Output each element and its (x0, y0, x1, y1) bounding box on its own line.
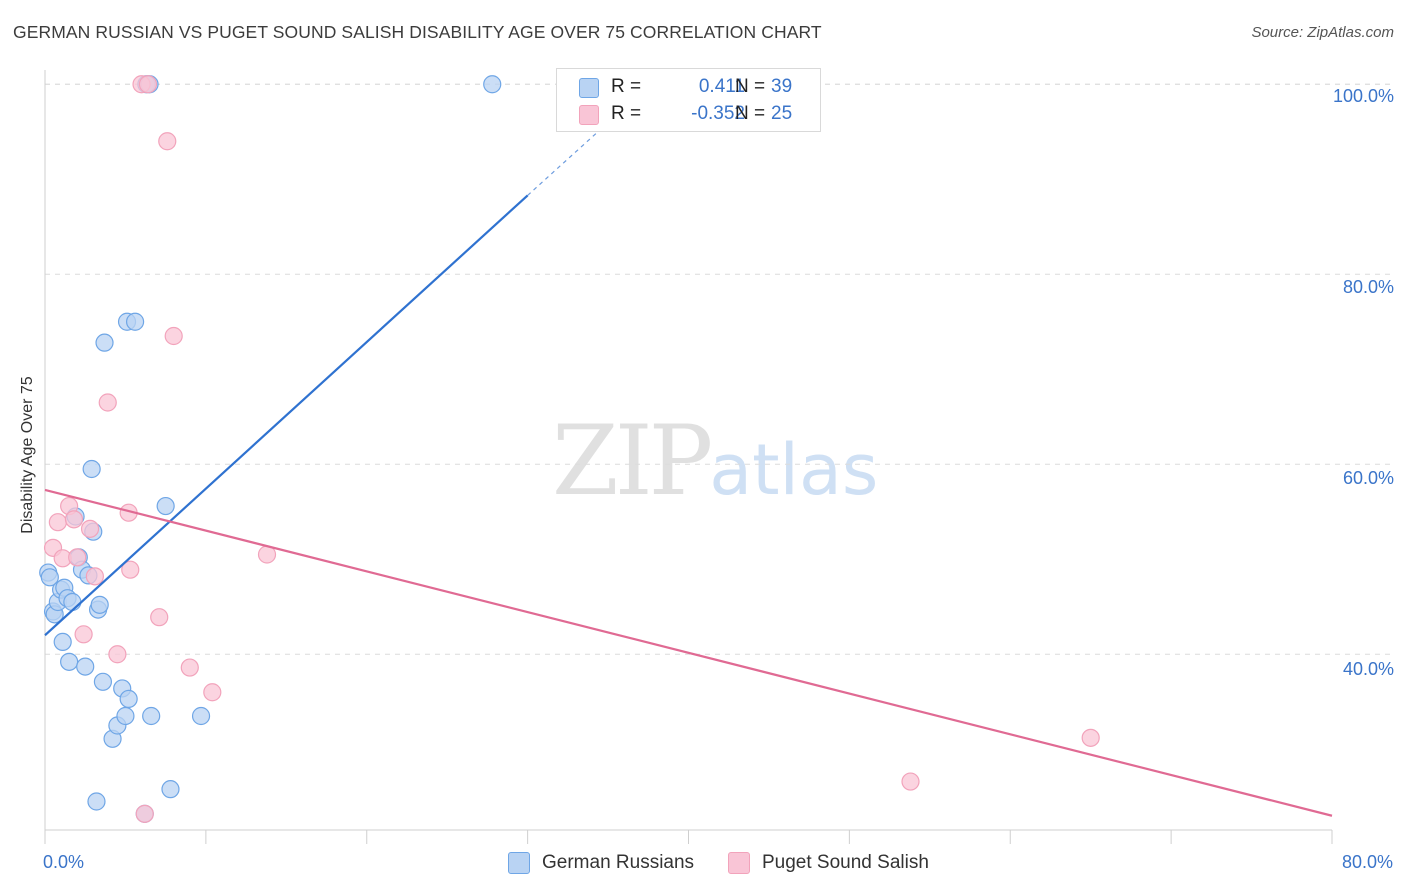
legend-label: Puget Sound Salish (762, 852, 929, 873)
legend-swatch-blue (508, 852, 530, 874)
watermark: ZIPatlas (552, 405, 878, 517)
point-puget-sound-salish (108, 645, 127, 664)
point-german-russians (93, 672, 113, 691)
point-puget-sound-salish (64, 510, 84, 529)
trendline-german-russians (44, 194, 529, 637)
point-german-russians (125, 312, 145, 331)
legend-r-value: 0.411 (698, 76, 745, 97)
legend-item-puget-sound-salish[interactable]: Puget Sound Salish (728, 852, 929, 874)
y-tick-label: 100.0% (1332, 86, 1394, 106)
legend-n-value: 39 (771, 76, 793, 97)
watermark-zip: ZIP (552, 405, 713, 517)
point-puget-sound-salish (85, 567, 104, 586)
legend-n-value: 25 (771, 103, 793, 124)
legend-item-german-russians[interactable]: German Russians (508, 852, 694, 874)
point-puget-sound-salish (158, 132, 177, 151)
legend-n-label: N = (735, 76, 766, 97)
point-german-russians (116, 706, 135, 726)
source-credit: Source: ZipAtlas.com (1251, 24, 1394, 41)
point-german-russians (82, 459, 101, 479)
point-german-russians (95, 333, 114, 352)
correlation-legend: R = 0.411 N = 39 R = -0.352 N = 25 (556, 68, 821, 132)
point-puget-sound-salish (48, 513, 67, 532)
point-puget-sound-salish (1081, 728, 1100, 747)
y-tick-label: 40.0% (1342, 659, 1394, 679)
point-german-russians (40, 568, 59, 587)
point-german-russians (483, 75, 502, 94)
watermark-atlas: atlas (709, 429, 879, 511)
legend-r-value: -0.352 (691, 103, 745, 124)
legend-label: German Russians (542, 852, 695, 873)
point-german-russians (87, 792, 106, 811)
trendline-puget-sound-salish (44, 488, 1333, 817)
point-german-russians (60, 652, 79, 671)
legend-swatch-blue (579, 78, 599, 98)
legend-swatch-pink (579, 105, 599, 125)
point-german-russians (53, 632, 72, 652)
legend-r-label: R = (611, 103, 642, 124)
point-puget-sound-salish (138, 75, 158, 94)
legend-r-label: R = (611, 76, 642, 97)
point-puget-sound-salish (68, 548, 87, 567)
point-puget-sound-salish (74, 625, 93, 644)
x-tick-label-start: 0.0% (43, 852, 85, 872)
chart-title: GERMAN RUSSIAN VS PUGET SOUND SALISH DIS… (13, 22, 822, 42)
point-german-russians (119, 689, 138, 709)
y-tick-label: 80.0% (1342, 277, 1394, 297)
trendline-extension-german-russians (527, 107, 625, 196)
point-german-russians (142, 706, 161, 726)
point-puget-sound-salish (135, 804, 154, 823)
point-german-russians (76, 657, 95, 676)
point-puget-sound-salish (901, 772, 920, 791)
point-german-russians (156, 496, 175, 516)
point-german-russians (161, 780, 180, 799)
point-puget-sound-salish (164, 326, 183, 346)
point-german-russians (63, 592, 82, 612)
legend-swatch-pink (728, 852, 750, 874)
point-puget-sound-salish (80, 519, 100, 538)
point-puget-sound-salish (121, 560, 140, 579)
point-puget-sound-salish (150, 608, 169, 627)
point-puget-sound-salish (98, 393, 117, 412)
legend-n-label: N = (735, 103, 766, 124)
point-puget-sound-salish (180, 658, 199, 677)
point-puget-sound-salish (203, 683, 222, 702)
y-tick-label: 60.0% (1342, 468, 1394, 488)
x-tick-label-end: 80.0% (1341, 852, 1393, 872)
point-german-russians (191, 706, 211, 726)
point-german-russians (90, 595, 109, 614)
